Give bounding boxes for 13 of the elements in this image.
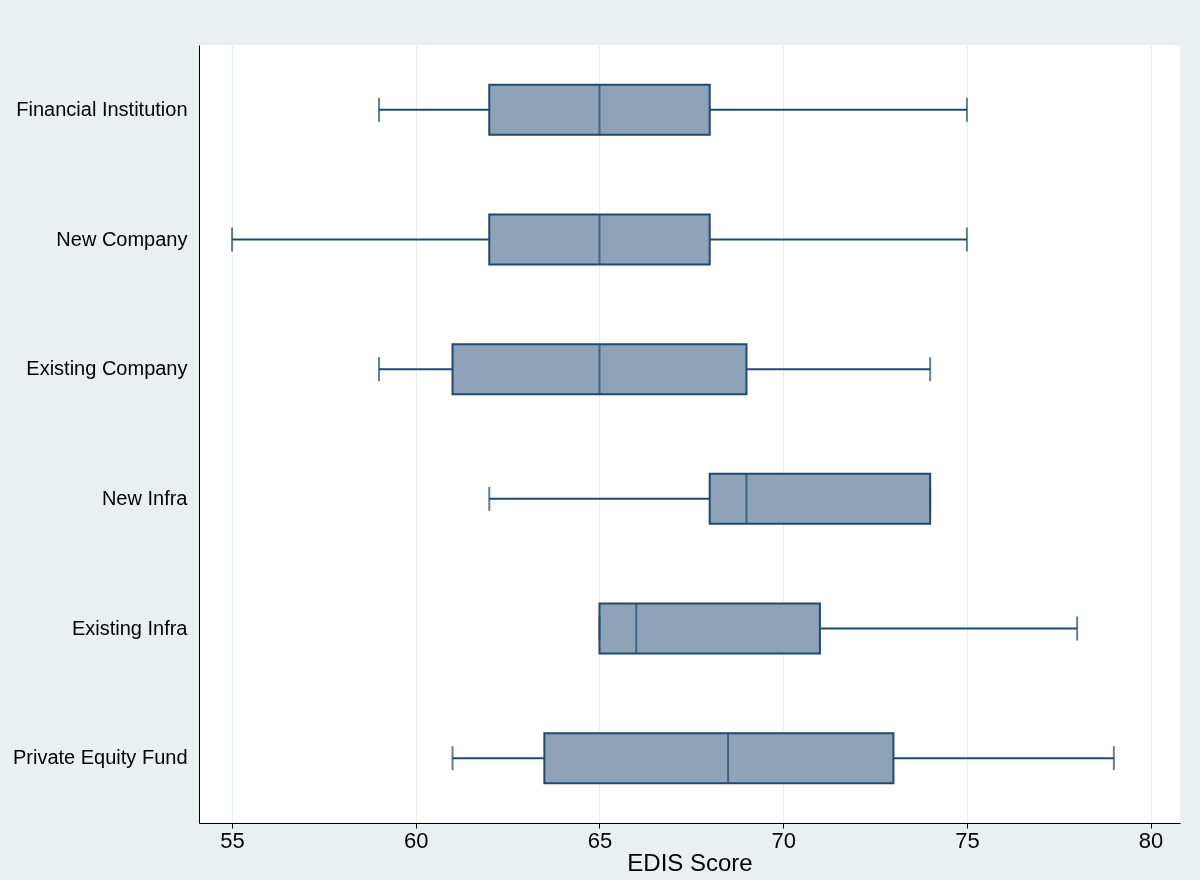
y-tick-label: Existing Infra	[71, 616, 189, 639]
x-tick-label: 70	[771, 827, 796, 853]
x-tick-label: 60	[404, 827, 429, 853]
y-tick-label: New Infra	[101, 486, 189, 509]
y-tick-label: Private Equity Fund	[12, 746, 188, 769]
x-tick-label: 55	[220, 827, 245, 853]
x-tick-label: 80	[1138, 827, 1164, 853]
y-tick-label: Financial Institution	[16, 97, 188, 120]
x-axis-title: EDIS Score	[627, 848, 753, 876]
y-tick-label: New Company	[56, 227, 188, 250]
x-tick-label: 75	[955, 827, 980, 853]
y-tick-label: Existing Company	[26, 357, 188, 380]
x-tick-label: 65	[587, 827, 613, 853]
